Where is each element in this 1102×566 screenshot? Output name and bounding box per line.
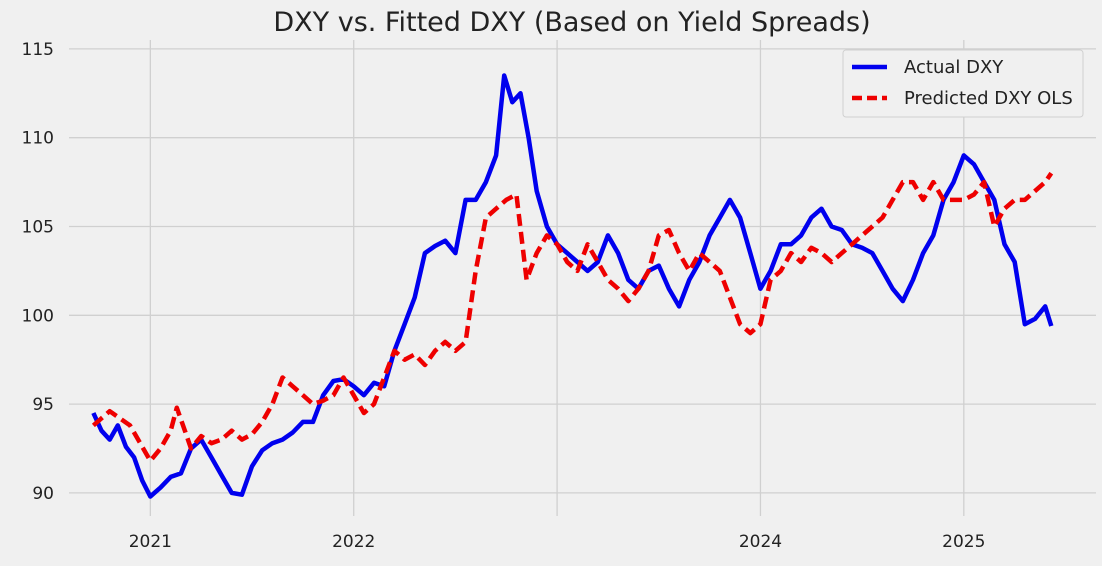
y-tick-label: 115 [22, 40, 54, 60]
y-tick-label: 95 [32, 395, 54, 415]
y-tick-label: 105 [22, 217, 54, 237]
x-tick-label: 2024 [739, 532, 782, 552]
y-tick-label: 110 [22, 129, 54, 149]
series-predicted-dxy-ols [91, 171, 1054, 464]
legend: Actual DXY Predicted DXY OLS [842, 49, 1084, 118]
series-actual-dxy [91, 73, 1054, 499]
series-layer [91, 73, 1054, 499]
y-tick-label: 100 [22, 306, 54, 326]
y-axis-ticks: 90 95 100 105 110 115 [22, 40, 54, 504]
legend-label-actual: Actual DXY [904, 57, 1004, 78]
x-tick-label: 2021 [129, 532, 172, 552]
x-tick-label: 2022 [332, 532, 375, 552]
y-tick-label: 90 [32, 484, 54, 504]
grid [69, 40, 1096, 516]
legend-label-predicted: Predicted DXY OLS [904, 88, 1073, 109]
chart-title: DXY vs. Fitted DXY (Based on Yield Sprea… [273, 7, 870, 38]
x-axis-ticks: 2021 2022 2024 2025 [129, 532, 986, 552]
legend-box [842, 49, 1084, 118]
x-tick-label: 2025 [942, 532, 985, 552]
